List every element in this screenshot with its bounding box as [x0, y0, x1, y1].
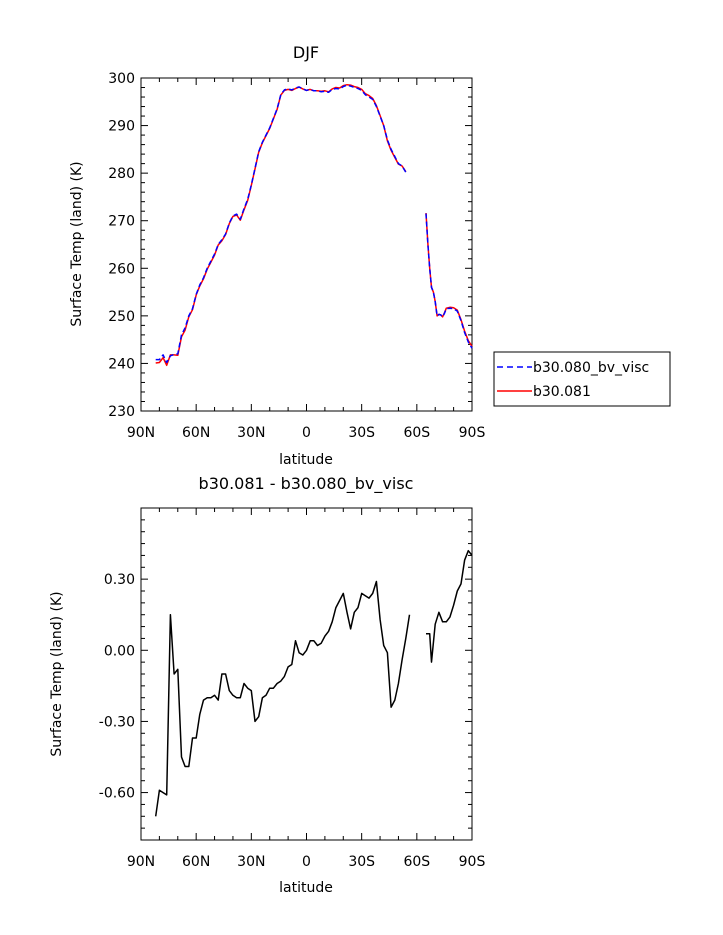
series-line-b30-080-bv-visc [425, 213, 473, 349]
series-line-b30-081 [425, 213, 473, 347]
x-tick-label: 0 [302, 425, 311, 441]
x-tick-label: 60S [403, 425, 430, 441]
y-tick-label: 270 [108, 214, 135, 230]
x-tick-label: 90S [459, 425, 486, 441]
x-tick-label: 90N [127, 425, 155, 441]
x-tick-label: 30N [237, 425, 265, 441]
bottom-chart-x-axis-label: latitude [279, 880, 333, 896]
series-line-b30-081 [155, 83, 407, 367]
top-chart-series [155, 83, 473, 367]
legend-label-b30-081: b30.081 [533, 384, 591, 400]
bottom-chart-title: b30.081 - b30.080_bv_visc [199, 474, 414, 494]
y-tick-label: 300 [108, 71, 135, 87]
x-tick-label: 90N [127, 854, 155, 870]
y-tick-label: 250 [108, 309, 135, 325]
top-chart: DJF 90N 60N 30N 0 30S 60S 90S 230 240 250 260 270 28… [69, 43, 485, 468]
series-line-b30-080-bv-visc [155, 84, 407, 364]
y-tick-label: 230 [108, 404, 135, 420]
y-tick-label: 0.00 [104, 643, 135, 659]
series-line [154, 580, 411, 817]
x-tick-label: 30S [348, 425, 375, 441]
y-tick-label: 0.30 [104, 572, 135, 588]
top-chart-frame [140, 77, 473, 412]
y-tick-label: 280 [108, 166, 135, 182]
bottom-chart: b30.081 - b30.080_bv_visc 90N 60N 30N 0 30S 6… [49, 474, 485, 896]
y-tick-label: 240 [108, 356, 135, 372]
bottom-chart-ticks: 90N 60N 30N 0 30S 60S 90S -0.60 -0.30 0.00 0.30 [99, 507, 486, 870]
y-tick-label: -0.60 [99, 786, 135, 802]
legend-box [493, 351, 671, 407]
x-tick-label: 60N [182, 425, 210, 441]
top-chart-ticks: 90N 60N 30N 0 30S 60S 90S 230 240 250 260 270 280 290… [108, 71, 485, 441]
y-tick-label: 290 [108, 119, 135, 135]
top-chart-title: DJF [293, 43, 319, 62]
x-tick-label: 30N [237, 854, 265, 870]
series-line [426, 549, 473, 663]
x-tick-label: 60S [403, 854, 430, 870]
top-chart-y-axis-label: Surface Temp (land) (K) [69, 161, 85, 326]
legend-label-b30-080-bv-visc: b30.080_bv_visc [533, 360, 649, 376]
bottom-chart-y-axis-label: Surface Temp (land) (K) [49, 591, 65, 756]
legend: b30.080_bv_visc b30.081 [493, 351, 671, 407]
x-tick-label: 60N [182, 854, 210, 870]
top-chart-x-axis-label: latitude [279, 452, 333, 468]
bottom-chart-frame [140, 507, 473, 841]
x-tick-label: 30S [348, 854, 375, 870]
x-tick-label: 0 [302, 854, 311, 870]
x-tick-label: 90S [459, 854, 486, 870]
bottom-chart-series [154, 549, 473, 817]
y-tick-label: -0.30 [99, 714, 135, 730]
y-tick-label: 260 [108, 261, 135, 277]
